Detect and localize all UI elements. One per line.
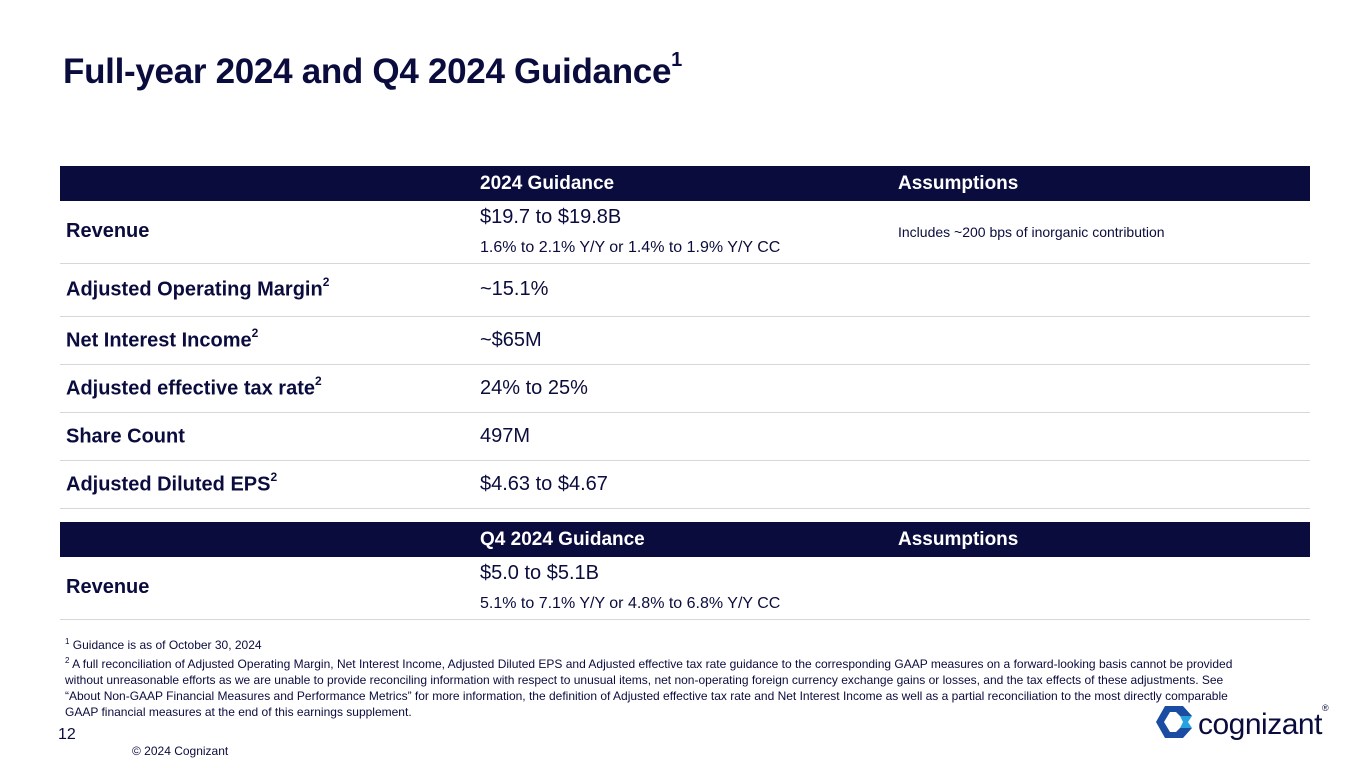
row-label: Adjusted effective tax rate2 [60,364,480,413]
row-assumption [898,364,1310,413]
table-header-row: Q4 2024 Guidance Assumptions [60,522,1310,557]
revenue-value: $19.7 to $19.8B [480,206,622,229]
page-number: 12 [58,726,76,743]
row-assumption [898,557,1310,620]
revenue-value: $5.0 to $5.1B [480,562,599,585]
logo-wordmark: cognizant® [1198,702,1329,741]
row-label: Net Interest Income2 [60,316,480,365]
header-guidance: Q4 2024 Guidance [480,522,898,557]
header-assumptions: Assumptions [898,522,1310,557]
header-guidance: 2024 Guidance [480,166,898,201]
row-value: 497M [480,412,898,461]
header-blank [60,522,480,557]
row-label: Revenue [60,557,480,620]
row-value: $4.63 to $4.67 [480,460,898,509]
table-row: Adjusted effective tax rate2 24% to 25% [60,364,1310,413]
copyright: © 2024 Cognizant [132,744,229,758]
row-value: 24% to 25% [480,364,898,413]
revenue-growth: 1.6% to 2.1% Y/Y or 1.4% to 1.9% Y/Y CC [480,239,781,257]
table-row: Adjusted Operating Margin2 ~15.1% [60,263,1310,317]
full-year-guidance-table: 2024 Guidance Assumptions Revenue $19.7 … [60,166,1310,509]
footnote-marker: 2 [314,373,322,388]
revenue-assumption: Includes ~200 bps of inorganic contribut… [898,201,1310,264]
table-row: Net Interest Income2 ~$65M [60,316,1310,365]
row-assumption [898,412,1310,461]
row-label: Adjusted Operating Margin2 [60,263,480,317]
footnote-1: 1 Guidance is as of October 30, 2024 [65,637,262,652]
row-assumption [898,460,1310,509]
cognizant-logo-icon [1156,706,1192,743]
revenue-growth: 5.1% to 7.1% Y/Y or 4.8% to 6.8% Y/Y CC [480,595,781,613]
header-assumptions: Assumptions [898,166,1310,201]
table-header-row: 2024 Guidance Assumptions [60,166,1310,201]
row-assumption [898,263,1310,317]
table-row: Adjusted Diluted EPS2 $4.63 to $4.67 [60,460,1310,509]
row-assumption [898,316,1310,365]
revenue-guidance-cell: $19.7 to $19.8B 1.6% to 2.1% Y/Y or 1.4%… [480,201,898,264]
header-blank [60,166,480,201]
revenue-guidance-cell: $5.0 to $5.1B 5.1% to 7.1% Y/Y or 4.8% t… [480,557,898,620]
table-row: Share Count 497M [60,412,1310,461]
footnote-marker: 2 [270,469,278,484]
title-footnote-marker: 1 [671,49,682,72]
footnote-marker: 2 [322,275,330,290]
row-value: ~$65M [480,316,898,365]
footnote-2: 2 A full reconciliation of Adjusted Oper… [65,656,1233,719]
cognizant-logo: cognizant® [1156,702,1329,743]
row-label: Revenue [60,201,480,264]
table-row: Revenue $19.7 to $19.8B 1.6% to 2.1% Y/Y… [60,201,1310,264]
footnotes: 1 Guidance is as of October 30, 2024 2 A… [65,634,1260,720]
row-label: Share Count [60,412,480,461]
row-label: Adjusted Diluted EPS2 [60,460,480,509]
row-value: ~15.1% [480,263,898,317]
page-title: Full-year 2024 and Q4 2024 Guidance1 [63,49,682,91]
footnote-marker: 2 [251,325,259,340]
q4-guidance-table: Q4 2024 Guidance Assumptions Revenue $5.… [60,522,1310,620]
table-row: Revenue $5.0 to $5.1B 5.1% to 7.1% Y/Y o… [60,557,1310,620]
